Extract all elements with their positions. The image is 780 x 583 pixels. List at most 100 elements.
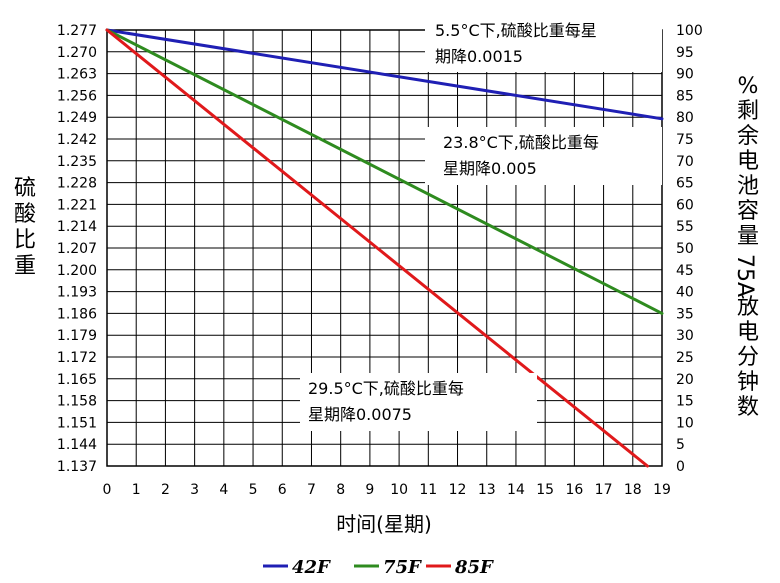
y-right-axis-label-char: 放 bbox=[737, 295, 759, 320]
x-tick-label: 12 bbox=[449, 482, 467, 498]
y-right-axis-label-char: 分 bbox=[737, 345, 759, 370]
x-tick-label: 9 bbox=[365, 482, 374, 498]
y-left-tick-label: 1.249 bbox=[57, 110, 97, 126]
y-left-axis-label-char: 酸 bbox=[14, 202, 36, 227]
y-left-tick-label: 1.144 bbox=[57, 437, 97, 453]
annotation-box bbox=[300, 373, 537, 431]
annotation-text: 23.8°C下,硫酸比重每 bbox=[443, 133, 599, 152]
y-right-axis-label-char: 余 bbox=[737, 124, 759, 149]
y-right-tick-label: 65 bbox=[676, 176, 694, 192]
y-left-tick-label: 1.172 bbox=[57, 350, 97, 366]
y-left-tick-label: 1.165 bbox=[57, 372, 97, 388]
y-right-tick-label: 15 bbox=[676, 394, 694, 410]
legend: 42F 75F 85F bbox=[263, 557, 494, 578]
y-right-axis-label-char: 池 bbox=[737, 174, 759, 199]
x-tick-label: 10 bbox=[390, 482, 408, 498]
y-right-tick-label: 80 bbox=[676, 110, 694, 126]
y-right-tick-label: 30 bbox=[676, 328, 694, 344]
y-right-tick-label: 95 bbox=[676, 45, 694, 61]
y-right-axis-label-char: 电 bbox=[737, 149, 759, 174]
y-right-axis-label-run: 75A bbox=[732, 254, 757, 297]
y-left-tick-label: 1.151 bbox=[57, 415, 97, 431]
y-left-tick-label: 1.158 bbox=[57, 394, 97, 410]
y-right-tick-label: 45 bbox=[676, 263, 694, 279]
y-left-tick-label: 1.137 bbox=[57, 459, 97, 475]
y-right-tick-label: 0 bbox=[676, 459, 685, 475]
y-left-tick-label: 1.214 bbox=[57, 219, 97, 235]
y-right-tick-label: 55 bbox=[676, 219, 694, 235]
y-right-axis-label-char: 数 bbox=[737, 395, 759, 420]
x-tick-label: 3 bbox=[190, 482, 199, 498]
y-left-tick-label: 1.270 bbox=[57, 45, 97, 61]
y-left-tick-label: 1.207 bbox=[57, 241, 97, 257]
x-tick-label: 1 bbox=[132, 482, 141, 498]
x-tick-label: 15 bbox=[536, 482, 554, 498]
x-tick-label: 11 bbox=[419, 482, 437, 498]
x-tick-label: 6 bbox=[278, 482, 287, 498]
annotation-text: 29.5°C下,硫酸比重每 bbox=[308, 379, 464, 398]
y-right-tick-label: 20 bbox=[676, 372, 694, 388]
plot-frame bbox=[106, 29, 663, 467]
y-right-axis-label-char: 量 bbox=[737, 224, 759, 249]
x-tick-label: 8 bbox=[336, 482, 345, 498]
y-right-tick-label: 40 bbox=[676, 285, 694, 301]
y-left-tick-label: 1.235 bbox=[57, 154, 97, 170]
x-tick-label: 14 bbox=[507, 482, 525, 498]
y-left-tick-label: 1.200 bbox=[57, 263, 97, 279]
y-right-tick-label: 100 bbox=[676, 23, 703, 39]
legend-label-75F: 75F bbox=[383, 557, 422, 578]
y-right-tick-label: 85 bbox=[676, 88, 694, 104]
series-line-85F bbox=[105, 28, 649, 468]
legend-label-42F: 42F bbox=[292, 557, 331, 578]
annotation-text: 5.5°C下,硫酸比重每星 bbox=[435, 21, 597, 40]
y-right-tick-label: 60 bbox=[676, 197, 694, 213]
y-right-axis-label-char: % bbox=[738, 74, 759, 99]
y-left-tick-label: 1.228 bbox=[57, 176, 97, 192]
annotation-text: 星期降0.005 bbox=[443, 159, 537, 178]
y-left-axis-label-char: 重 bbox=[14, 254, 36, 279]
y-left-tick-label: 1.193 bbox=[57, 285, 97, 301]
y-right-tick-label: 90 bbox=[676, 67, 694, 83]
x-tick-label: 13 bbox=[478, 482, 496, 498]
y-right-axis-label-char: 剩 bbox=[737, 99, 759, 124]
annotation-box bbox=[425, 127, 662, 185]
y-left-tick-label: 1.186 bbox=[57, 306, 97, 322]
series-lines bbox=[105, 28, 664, 468]
annotation-box bbox=[425, 14, 662, 72]
x-tick-label: 17 bbox=[595, 482, 613, 498]
x-tick-label: 7 bbox=[307, 482, 316, 498]
y-right-tick-label: 10 bbox=[676, 415, 694, 431]
annotation-text: 期降0.0015 bbox=[435, 47, 523, 66]
y-right-tick-label: 25 bbox=[676, 350, 694, 366]
tick-labels: 0 1 2 3 4 5 6 7 8 9 10 11 12 13 14 15 16 17 18 191.2771.270… bbox=[57, 23, 703, 498]
y-left-tick-label: 1.242 bbox=[57, 132, 97, 148]
y-right-axis-label-char: 容 bbox=[737, 199, 759, 224]
y-left-tick-label: 1.256 bbox=[57, 88, 97, 104]
legend-label-85F: 85F bbox=[454, 557, 494, 578]
y-left-axis-label-char: 硫 bbox=[14, 176, 36, 201]
y-right-tick-label: 70 bbox=[676, 154, 694, 170]
x-tick-label: 0 bbox=[103, 482, 112, 498]
x-tick-label: 5 bbox=[249, 482, 258, 498]
x-tick-label: 16 bbox=[565, 482, 583, 498]
series-line-75F bbox=[105, 28, 664, 315]
series-line-42F bbox=[105, 28, 664, 121]
x-tick-label: 2 bbox=[161, 482, 170, 498]
y-right-tick-label: 50 bbox=[676, 241, 694, 257]
x-tick-label: 19 bbox=[653, 482, 671, 498]
y-right-tick-label: 35 bbox=[676, 306, 694, 322]
y-left-axis-label-char: 比 bbox=[14, 228, 36, 253]
y-left-tick-label: 1.263 bbox=[57, 67, 97, 83]
y-left-tick-label: 1.277 bbox=[57, 23, 97, 39]
y-left-tick-label: 1.179 bbox=[57, 328, 97, 344]
y-right-axis-label-char: 钟 bbox=[737, 370, 759, 395]
y-right-tick-label: 75 bbox=[676, 132, 694, 148]
x-tick-label: 18 bbox=[624, 482, 642, 498]
y-left-tick-label: 1.221 bbox=[57, 197, 97, 213]
annotation-text: 星期降0.0075 bbox=[308, 405, 412, 424]
x-tick-label: 4 bbox=[219, 482, 228, 498]
x-axis-label: 时间(星期) bbox=[336, 512, 432, 536]
